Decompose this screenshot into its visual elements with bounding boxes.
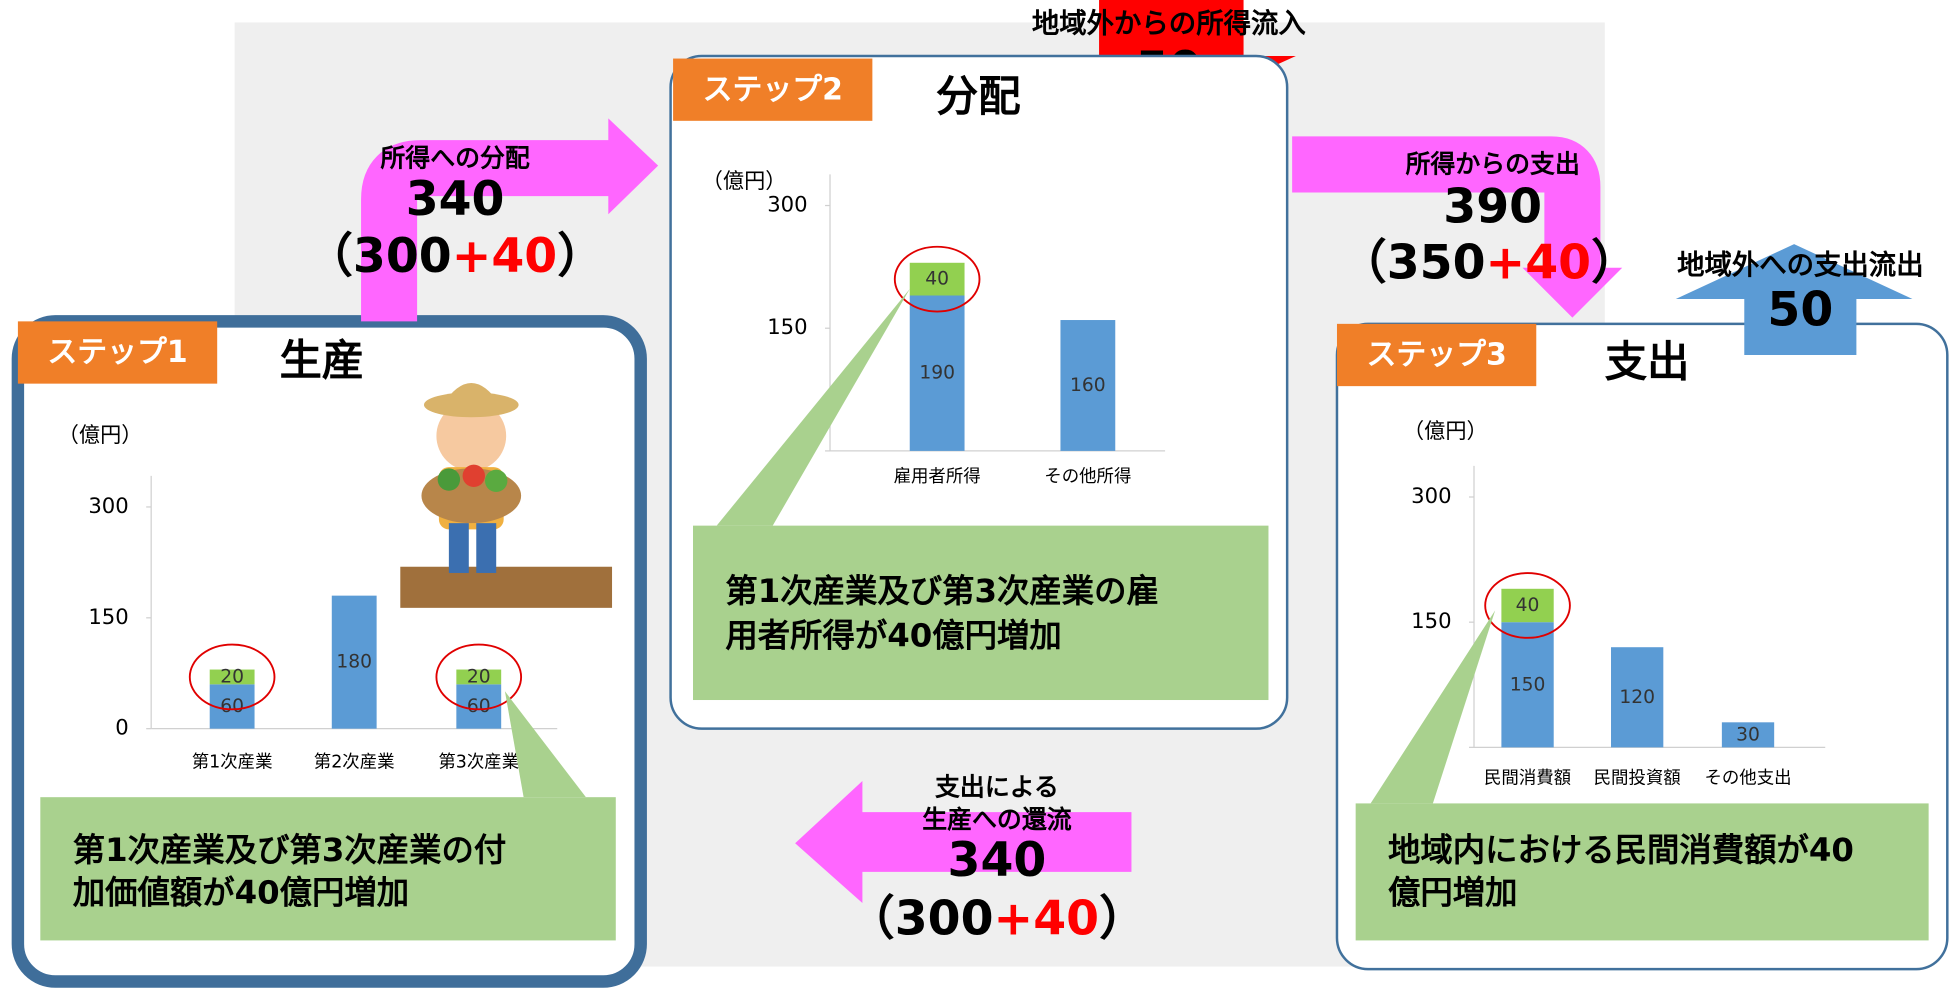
flow-label: 生産への還流 [922, 805, 1072, 834]
flow-label: 所得からの支出 [1406, 150, 1580, 179]
close: ） [1099, 892, 1146, 947]
base: （300 [847, 892, 993, 947]
flow-label: 所得への分配 [380, 143, 530, 172]
outflow-value: 50 [1767, 283, 1833, 338]
x-tick-label: その他支出 [1704, 768, 1791, 788]
bar-label: 20 [467, 666, 491, 687]
unit-label: （億円） [58, 422, 143, 447]
bar-label: 160 [1070, 375, 1106, 396]
bar-label: 20 [220, 666, 244, 687]
bar-label: 60 [467, 696, 491, 717]
bar-label: 40 [1516, 595, 1540, 616]
bar-label: 190 [919, 363, 955, 384]
x-tick-label: 第1次産業 [192, 752, 273, 772]
y-tick-label: 150 [88, 604, 128, 629]
flow-label: 支出による [935, 772, 1059, 801]
x-tick-label: 民間消費額 [1484, 768, 1571, 788]
callout-text: 加価値額が40億円増加 [73, 873, 409, 911]
outflow-label: 地域外への支出流出 [1677, 250, 1924, 281]
flow-breakdown: （300+40） [306, 229, 605, 284]
close: ） [557, 229, 604, 284]
callout-text: 第1次産業及び第3次産業の雇 [725, 572, 1159, 610]
bar-label: 40 [925, 269, 949, 290]
flow-value: 340 [406, 172, 505, 227]
x-tick-label: 第2次産業 [314, 752, 395, 772]
step-badge-label: ステップ3 [1366, 338, 1506, 373]
increase: +40 [994, 892, 1100, 947]
x-tick-label: 雇用者所得 [894, 467, 981, 487]
increase: +40 [1486, 235, 1592, 290]
callout-text: 億円増加 [1388, 873, 1518, 911]
step-title: 生産 [279, 336, 364, 385]
step-badge-label: ステップ1 [47, 335, 187, 370]
step-title: 分配 [936, 72, 1021, 121]
flow-breakdown: （350+40） [1339, 235, 1638, 290]
unit-label: （億円） [702, 168, 787, 193]
flow-value: 390 [1443, 179, 1542, 234]
x-tick-label: 第3次産業 [438, 752, 519, 772]
flow-breakdown: （300+40） [847, 892, 1146, 947]
inflow-label: 地域外からの所得流入 [1032, 8, 1307, 39]
farmer-illustration [400, 383, 612, 608]
callout-text: 地域内における民間消費額が40 [1388, 831, 1854, 869]
y-tick-label: 300 [1411, 483, 1451, 508]
bar-label: 150 [1510, 674, 1546, 695]
bar-label: 30 [1736, 724, 1760, 745]
base: （350 [1339, 235, 1485, 290]
callout [1356, 803, 1929, 940]
bar-label: 120 [1619, 687, 1655, 708]
close: ） [1591, 235, 1638, 290]
callout-text: 第1次産業及び第3次産業の付 [73, 831, 507, 869]
y-tick-label: 150 [1411, 608, 1451, 633]
y-tick-label: 300 [88, 493, 128, 518]
diagram: 地域外からの所得流入 50 地域外への支出流出 50 所得への分配 340 （3… [0, 0, 1954, 989]
bar-label: 60 [220, 696, 244, 717]
base: （300 [306, 229, 452, 284]
x-tick-label: その他所得 [1044, 467, 1131, 487]
callout-text: 用者所得が40億円増加 [725, 617, 1061, 655]
x-tick-label: 民間投資額 [1594, 768, 1681, 788]
y-tick-label: 150 [767, 314, 807, 339]
unit-label: （億円） [1403, 418, 1488, 443]
step-badge-label: ステップ2 [703, 72, 843, 107]
y-tick-label: 300 [767, 192, 807, 217]
flow-value: 340 [948, 833, 1047, 888]
callout [693, 526, 1268, 700]
increase: +40 [452, 229, 558, 284]
bar-label: 180 [336, 652, 372, 673]
step-title: 支出 [1605, 337, 1690, 386]
y-tick-label: 0 [115, 715, 128, 740]
